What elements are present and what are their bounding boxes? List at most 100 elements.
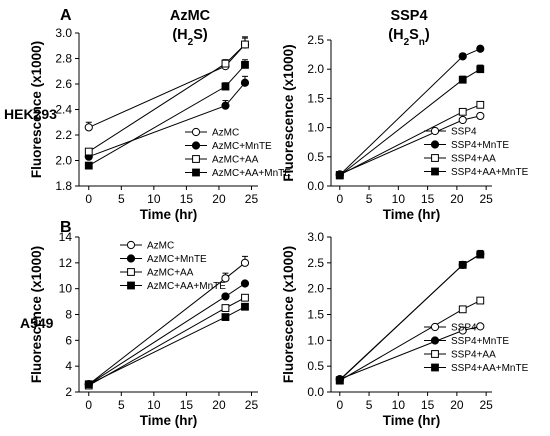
y-tick-label: 1.5 — [307, 308, 324, 322]
data-point — [240, 279, 250, 288]
y-tick-label: 10 — [59, 282, 73, 296]
data-point — [458, 52, 467, 61]
legend-label: SSP4+AA+MnTE — [451, 167, 529, 178]
x-tick-label: 0 — [336, 192, 343, 206]
x-tick-label: 15 — [421, 398, 435, 412]
y-tick-label: 14 — [59, 230, 73, 244]
legend-marker — [192, 155, 200, 163]
y-tick-label: 0.0 — [307, 385, 324, 399]
data-point — [221, 304, 230, 312]
legend-label: AzMC+AA — [212, 155, 259, 166]
legend-label: SSP4+MnTE — [451, 140, 509, 151]
y-tick-label: 3.0 — [307, 230, 324, 244]
legend: AzMC AzMC+MnTE AzMC+AA AzMC+AA+MnTE — [120, 240, 226, 292]
y-tick-label: 1.0 — [307, 333, 324, 347]
x-tick-label: 5 — [366, 192, 373, 206]
y-tick-label: 2.5 — [307, 33, 324, 47]
data-point — [476, 296, 485, 305]
data-point — [84, 380, 93, 389]
data-point — [458, 326, 467, 335]
x-axis-title: Time (hr) — [140, 207, 198, 222]
chart-a549-azmc: 2 4 6 8 10 12 14 0 5 10 15 20 25 Time (hr) Fluorescenc… — [29, 230, 258, 428]
y-tick-label: 2 — [65, 385, 72, 399]
panel-letter-b: B — [60, 219, 72, 236]
panel-letter-a: A — [60, 7, 72, 24]
data-point — [241, 293, 249, 302]
y-tick-label: 2.8 — [55, 52, 72, 66]
legend-marker — [192, 168, 200, 177]
x-tick-label: 0 — [336, 398, 343, 412]
legend-marker — [431, 154, 439, 162]
row-label-a549: A549 — [20, 315, 54, 331]
data-point — [476, 65, 485, 74]
row-label-hek293: HEK293 — [4, 106, 57, 122]
legend-label: SSP4+MnTE — [451, 336, 509, 347]
legend: SSP4 SSP4+MnTE SSP4+AA SSP4+AA+MnTE — [424, 127, 529, 178]
data-point — [221, 59, 230, 68]
x-tick-label: 25 — [479, 398, 493, 412]
y-tick-label: 1.0 — [307, 121, 324, 135]
legend-marker — [430, 336, 440, 345]
series-line-1 — [88, 283, 246, 385]
legend-marker — [431, 167, 439, 176]
legend-marker — [127, 281, 135, 290]
legend-marker — [126, 240, 136, 250]
data-point — [476, 44, 485, 53]
legend-marker — [126, 254, 136, 263]
legend-marker — [430, 140, 440, 149]
legend-label: AzMC+AA+MnTE — [212, 168, 291, 179]
y-axis-title: Fluorescence (x1000) — [29, 246, 44, 383]
y-tick-label: 2.0 — [307, 282, 324, 296]
data-point — [241, 302, 249, 311]
legend-marker — [191, 141, 201, 150]
data-point — [458, 305, 467, 314]
data-point — [240, 258, 250, 267]
legend-label: SSP4 — [451, 127, 477, 138]
y-tick-label: 2.4 — [55, 103, 72, 117]
y-tick-label: 0.0 — [307, 179, 324, 193]
x-tick-label: 20 — [450, 192, 464, 206]
x-tick-label: 20 — [212, 192, 226, 206]
data-point — [84, 123, 93, 132]
y-tick-label: 2.2 — [55, 128, 72, 142]
x-tick-label: 10 — [147, 192, 161, 206]
data-point — [221, 274, 230, 283]
y-tick-label: 8 — [65, 308, 72, 322]
y-tick-label: 2.0 — [55, 154, 72, 168]
y-tick-label: 6 — [65, 333, 72, 347]
data-point — [458, 75, 467, 84]
x-tick-label: 10 — [392, 192, 406, 206]
data-point — [240, 78, 250, 87]
x-tick-label: 5 — [366, 398, 373, 412]
x-tick-label: 0 — [85, 192, 92, 206]
data-point — [476, 250, 485, 259]
y-tick-label: 2.6 — [55, 77, 72, 91]
chart-hek293-ssp4: 0.0 0.5 1.0 1.5 2.0 2.5 0 5 10 15 20 25 Time (hr) Flu… — [281, 33, 529, 222]
legend-marker — [431, 350, 439, 358]
data-point — [335, 376, 344, 385]
y-tick-label: 12 — [59, 256, 73, 270]
y-tick-label: 2.5 — [307, 256, 324, 270]
y-tick-label: 1.8 — [55, 179, 72, 193]
x-tick-label: 0 — [85, 398, 92, 412]
data-point — [221, 82, 230, 91]
legend-label: SSP4+AA+MnTE — [451, 363, 529, 374]
y-tick-label: 0.5 — [307, 359, 324, 373]
x-tick-label: 10 — [147, 398, 161, 412]
x-tick-label: 5 — [118, 398, 125, 412]
data-point — [221, 313, 230, 321]
data-point — [221, 292, 230, 301]
x-tick-label: 25 — [479, 192, 493, 206]
column-subtitle-ssp4: (H2Sn) — [388, 27, 430, 48]
x-tick-label: 15 — [421, 192, 435, 206]
data-point — [241, 40, 249, 49]
legend-label: AzMC+AA — [147, 268, 194, 279]
y-axis-title: Fluorescence (x1000) — [29, 41, 44, 178]
column-title-ssp4: SSP4 — [390, 8, 427, 24]
data-point — [221, 101, 230, 110]
legend-label: SSP4+AA — [451, 154, 496, 165]
legend-label: AzMC+AA+MnTE — [147, 281, 226, 292]
data-point — [476, 111, 485, 121]
legend-marker — [127, 268, 135, 276]
